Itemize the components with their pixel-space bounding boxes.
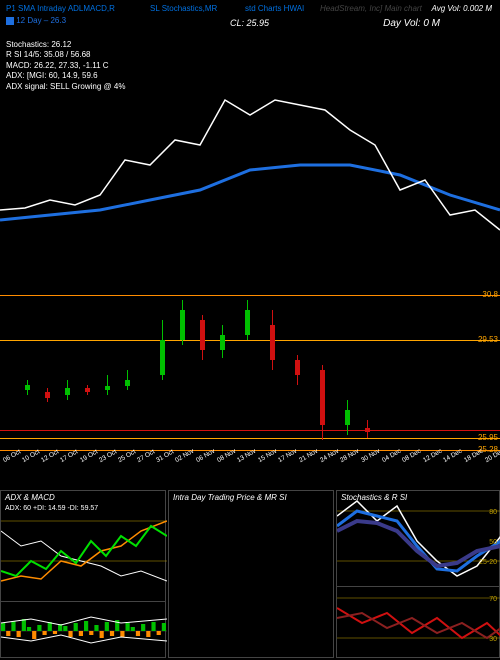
- ma-legend: 12 Day – 26.3: [6, 16, 66, 25]
- intraday-panel[interactable]: Intra Day Trading Price & MR SI: [168, 490, 334, 658]
- ma-legend-text: 12 Day – 26.3: [16, 16, 66, 25]
- header-link-3[interactable]: std Charts HWAI: [245, 4, 304, 13]
- line-chart[interactable]: [0, 60, 500, 270]
- header-link-2[interactable]: SL Stochastics,MR: [150, 4, 217, 13]
- avg-vol: Avg Vol: 0.002 M: [432, 4, 492, 13]
- candle-chart[interactable]: 30.829.5325.9525.2806 Oct10 Oct12 Oct17 …: [0, 280, 500, 470]
- adx-macd-panel[interactable]: ADX & MACDADX: 60 +DI: 14.59 -DI: 59.57: [0, 490, 166, 658]
- header-link-1[interactable]: P1 SMA Intraday ADLMACD,R: [6, 4, 115, 13]
- stochastics-panel[interactable]: Stochastics & R SI805025-207030: [336, 490, 500, 658]
- cl-label: CL: 25.95: [230, 18, 269, 28]
- header-desc: HeadStream, Inc] Main chart: [320, 4, 422, 13]
- day-vol: Day Vol: 0 M: [383, 18, 440, 29]
